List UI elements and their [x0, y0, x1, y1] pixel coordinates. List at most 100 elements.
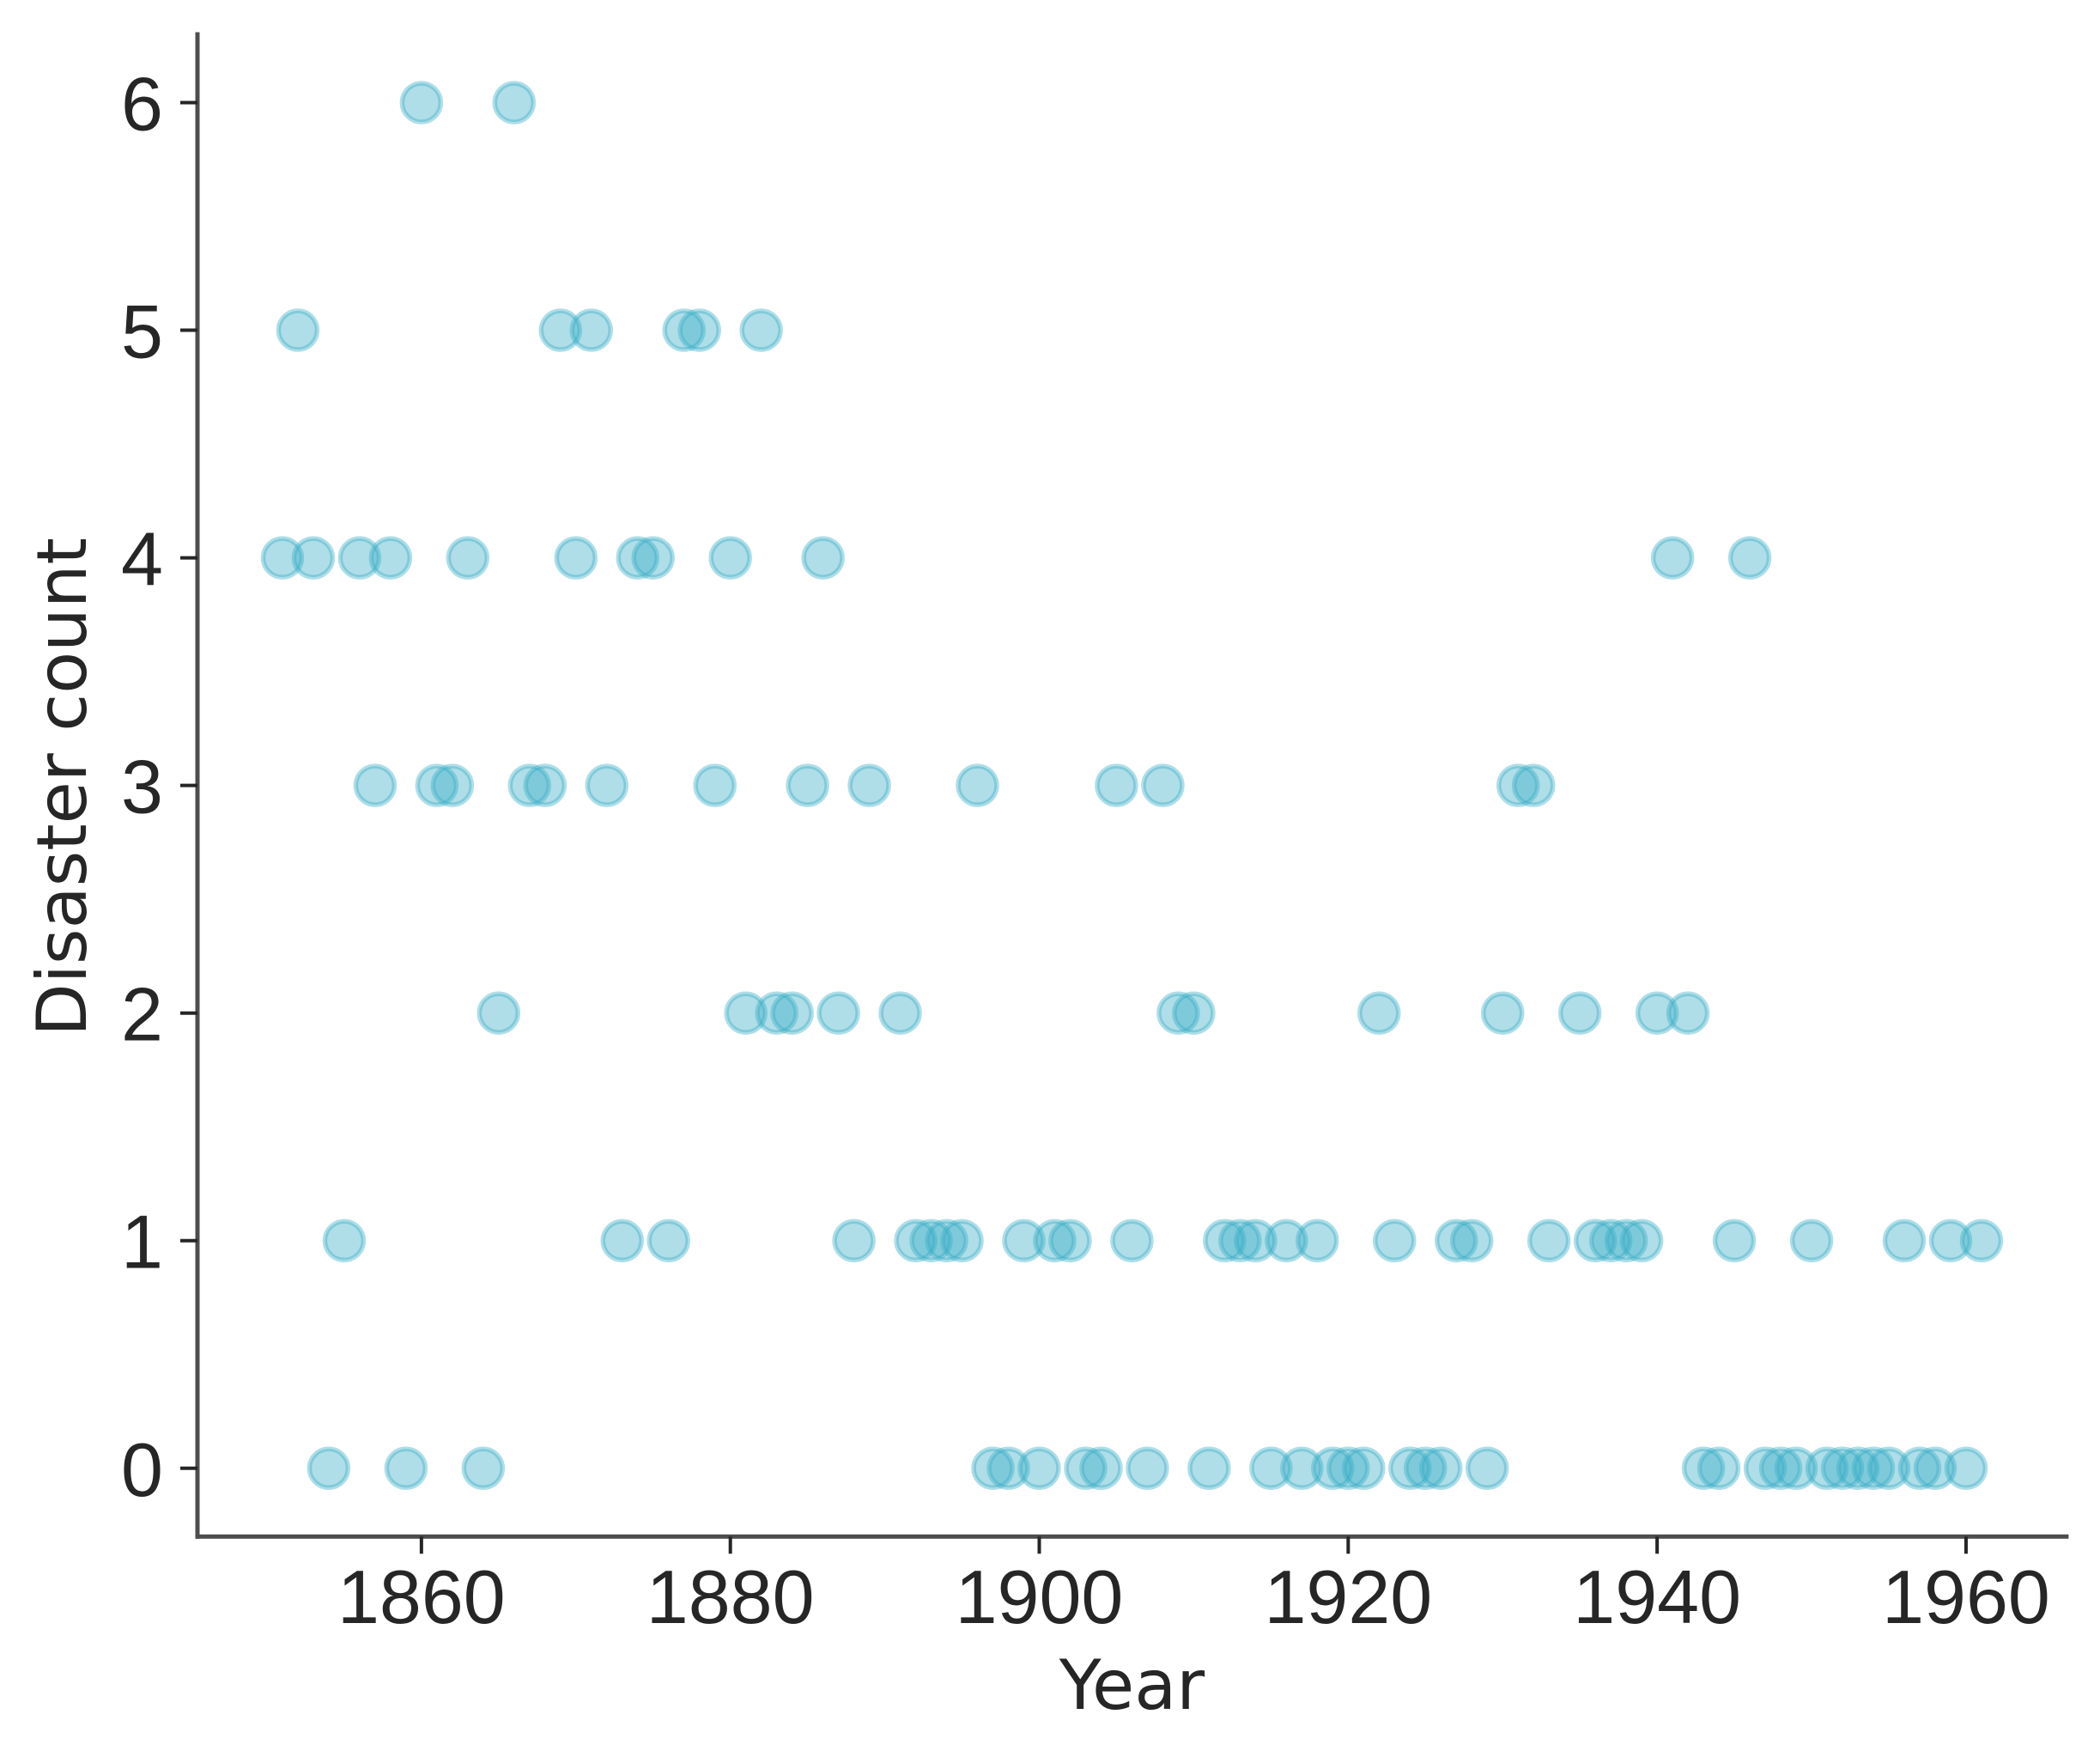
x-tick-label: 1920 [1264, 1554, 1432, 1639]
data-point [368, 536, 413, 580]
data-point [693, 763, 737, 807]
data-points [260, 81, 2004, 1491]
data-point [569, 308, 614, 352]
y-tick-label: 6 [121, 62, 163, 147]
x-tick-label: 1900 [956, 1554, 1124, 1639]
data-point [1696, 1446, 1741, 1491]
data-point [755, 991, 798, 1035]
data-point [1048, 1219, 1092, 1262]
data-point [1141, 763, 1185, 807]
bottom-spine [195, 1534, 2069, 1539]
data-point [384, 1446, 428, 1491]
data-point [1465, 1446, 1509, 1491]
data-point [677, 308, 721, 352]
data-point [554, 536, 598, 580]
data-point [322, 1219, 367, 1262]
y-tick-label: 4 [121, 517, 163, 602]
y-axis-label: Disaster count [22, 538, 102, 1037]
data-point [1959, 1219, 2004, 1262]
data-point [646, 1219, 690, 1262]
x-tick-label: 1940 [1573, 1554, 1741, 1639]
y-tick-label: 5 [121, 289, 163, 374]
data-point [940, 1219, 984, 1262]
data-point [1851, 1446, 1896, 1491]
data-point [276, 308, 320, 352]
x-tick-label: 1880 [646, 1554, 815, 1639]
data-point [600, 1219, 644, 1262]
data-point [1619, 1219, 1664, 1262]
data-point [1110, 1219, 1154, 1262]
data-point [430, 763, 475, 807]
data-point [446, 536, 490, 580]
y-tick-label: 1 [121, 1200, 163, 1285]
data-point [956, 763, 999, 807]
data-point [616, 536, 659, 580]
data-point [1836, 1446, 1880, 1491]
data-point [1789, 1219, 1834, 1262]
data-point [1156, 991, 1200, 1035]
data-point [1805, 1446, 1849, 1491]
y-axis-ticks [180, 100, 197, 1470]
data-point [816, 991, 860, 1035]
data-point [1388, 1446, 1432, 1491]
data-point [1450, 1219, 1494, 1262]
data-point [1280, 1446, 1324, 1491]
data-point [878, 991, 922, 1035]
data-point [1342, 1446, 1386, 1491]
data-point [1126, 1446, 1169, 1491]
data-point [832, 1219, 876, 1262]
data-point [909, 1219, 953, 1262]
data-point [399, 81, 444, 125]
data-point [770, 991, 814, 1035]
data-point [801, 536, 845, 580]
data-point [1373, 1219, 1417, 1262]
x-axis-ticks [419, 1536, 1968, 1554]
data-point [1526, 1219, 1571, 1262]
data-point [1249, 1446, 1293, 1491]
data-point [971, 1446, 1015, 1491]
data-point [260, 536, 305, 580]
data-point [1712, 1219, 1757, 1262]
data-point [724, 991, 768, 1035]
data-point [507, 763, 552, 807]
data-point [585, 763, 629, 807]
data-point [415, 763, 459, 807]
data-point [291, 536, 336, 580]
data-point [476, 991, 521, 1035]
data-point [1913, 1446, 1957, 1491]
data-point [1079, 1446, 1123, 1491]
data-point [1604, 1219, 1648, 1262]
data-point [1404, 1446, 1448, 1491]
data-point [1187, 1446, 1231, 1491]
data-point [1357, 991, 1401, 1035]
data-point [337, 536, 382, 580]
data-point [1774, 1446, 1818, 1491]
data-point [925, 1219, 968, 1262]
y-axis-tick-labels: 0 1 2 3 4 5 6 [121, 62, 163, 1512]
data-point [1064, 1446, 1108, 1491]
data-point [1666, 991, 1710, 1035]
data-point [1928, 1219, 1973, 1262]
data-point [1218, 1219, 1262, 1262]
data-point [1866, 1446, 1911, 1491]
data-point [1296, 1219, 1339, 1262]
data-point [1727, 536, 1772, 580]
data-point [1480, 991, 1525, 1035]
data-point [307, 1446, 351, 1491]
data-point [461, 1446, 506, 1491]
data-point [894, 1219, 938, 1262]
data-point [1265, 1219, 1308, 1262]
data-point [708, 536, 752, 580]
data-point [1650, 536, 1695, 580]
data-point [523, 763, 567, 807]
data-point [847, 763, 891, 807]
data-point [1557, 991, 1602, 1035]
y-tick-label: 0 [121, 1427, 163, 1512]
data-point [1758, 1446, 1803, 1491]
data-point [1496, 763, 1540, 807]
data-point [1234, 1219, 1278, 1262]
data-point [1203, 1219, 1247, 1262]
data-point [1944, 1446, 1988, 1491]
